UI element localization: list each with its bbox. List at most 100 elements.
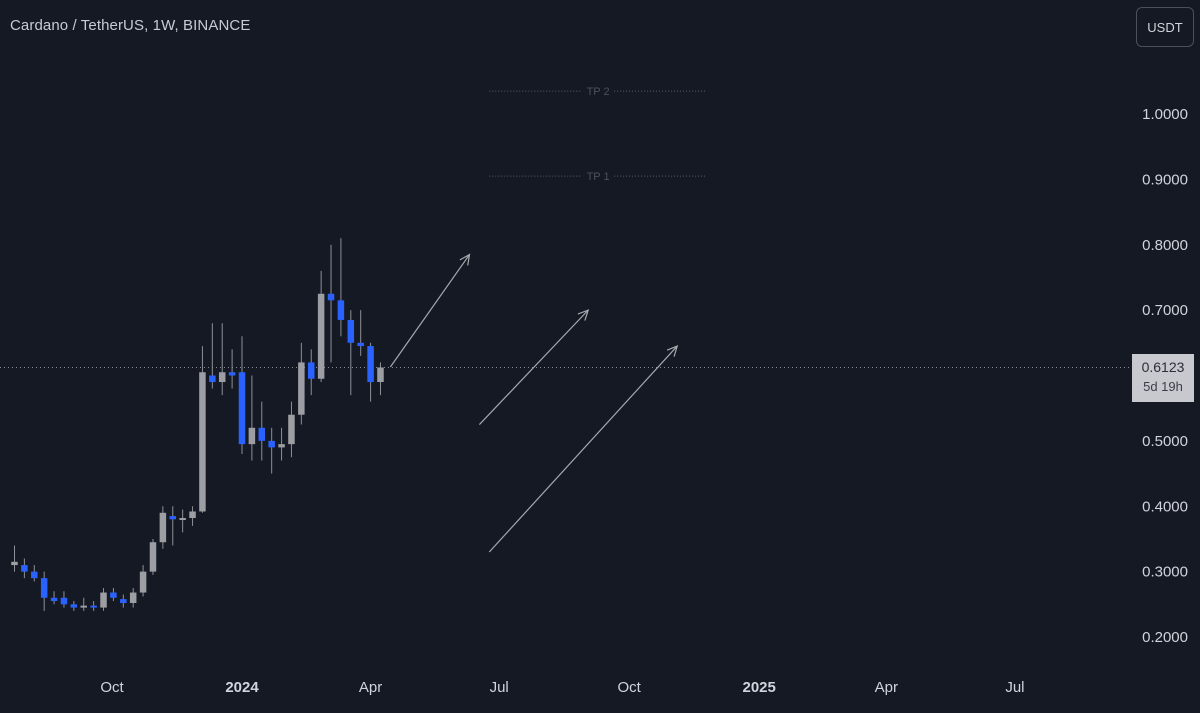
candle — [317, 270, 325, 383]
candle — [90, 601, 97, 611]
candle — [129, 587, 137, 608]
arrow-shaft — [389, 254, 470, 368]
candle — [70, 601, 78, 611]
candle — [31, 565, 38, 582]
arrow-shaft — [488, 345, 678, 553]
arrow-head — [459, 253, 471, 266]
candle-body — [80, 605, 87, 608]
candle — [80, 597, 87, 611]
candle-body — [209, 375, 216, 383]
y-tick-label: 0.2000 — [1142, 629, 1188, 646]
candle — [60, 591, 68, 608]
candle-body — [327, 293, 335, 301]
y-tick-label: 1.0000 — [1142, 106, 1188, 123]
candle — [268, 427, 275, 474]
currency-button[interactable]: USDT — [1136, 7, 1194, 47]
candle-body — [298, 362, 305, 415]
x-tick-label: Jul — [490, 679, 509, 696]
candle-body — [120, 599, 127, 604]
candle — [159, 506, 167, 549]
candle-body — [218, 372, 226, 383]
candle-body — [288, 414, 295, 445]
x-tick-label: Jul — [1005, 679, 1024, 696]
y-tick-label: 0.3000 — [1142, 564, 1188, 581]
candle-body — [110, 592, 117, 598]
level-label: TP 2 — [587, 86, 610, 98]
candle — [100, 587, 107, 611]
y-tick-label: 0.5000 — [1142, 433, 1188, 450]
candle — [21, 558, 28, 579]
candle — [149, 538, 157, 575]
candle — [357, 310, 364, 356]
candle — [50, 591, 58, 605]
y-tick-label: 0.8000 — [1142, 237, 1188, 254]
arrow-shaft — [478, 309, 589, 425]
candle — [347, 310, 355, 396]
y-tick-label: 0.4000 — [1142, 498, 1188, 515]
candle — [337, 238, 345, 337]
projection-arrow — [478, 309, 590, 425]
candle — [120, 594, 127, 608]
candle — [278, 427, 285, 461]
last-price-label: 0.6123 5d 19h — [1132, 354, 1194, 402]
x-tick-label: 2025 — [742, 679, 775, 696]
candle-body — [307, 362, 315, 379]
candle-body — [317, 293, 325, 379]
candle — [377, 362, 384, 396]
candle — [209, 323, 216, 389]
candle-body — [70, 604, 78, 608]
y-tick-label: 0.9000 — [1142, 171, 1188, 188]
bar-countdown: 5d 19h — [1143, 379, 1183, 394]
candle-body — [159, 512, 167, 543]
x-tick-label: Apr — [875, 679, 898, 696]
candle-body — [100, 592, 107, 608]
candle-body — [228, 372, 236, 376]
candle — [218, 323, 226, 396]
candle-body — [90, 605, 97, 608]
x-tick-label: Oct — [100, 679, 124, 696]
candle — [179, 509, 186, 533]
candle-body — [40, 578, 48, 598]
candle — [110, 587, 117, 602]
level-label: TP 1 — [587, 171, 610, 183]
candle-body — [199, 372, 206, 512]
candle — [327, 244, 335, 363]
candle-body — [50, 597, 58, 602]
candle — [189, 506, 196, 526]
last-price-value: 0.6123 — [1141, 359, 1185, 375]
candle — [307, 349, 315, 396]
candle — [238, 336, 246, 454]
projection-arrow — [389, 253, 471, 368]
candle-body — [149, 542, 157, 572]
candle-body — [377, 367, 384, 383]
candle-body — [179, 518, 186, 521]
candle-body — [189, 511, 196, 519]
candle-body — [31, 571, 38, 579]
x-tick-label: 2024 — [225, 679, 259, 696]
candle-body — [129, 592, 137, 604]
arrow-head — [666, 345, 679, 357]
candle-body — [248, 427, 256, 445]
candle — [199, 346, 206, 513]
candle — [11, 545, 18, 572]
candle-body — [347, 319, 355, 343]
candle-body — [11, 561, 18, 566]
candle-body — [268, 440, 275, 448]
candle — [139, 565, 147, 597]
candle — [248, 375, 256, 461]
candle-body — [21, 565, 28, 572]
candle — [228, 349, 236, 389]
x-tick-label: Oct — [618, 679, 642, 696]
candle-body — [139, 571, 147, 593]
candle — [40, 571, 48, 611]
x-tick-label: Apr — [359, 679, 382, 696]
candle-body — [278, 444, 285, 448]
symbol-title[interactable]: Cardano / TetherUS, 1W, BINANCE — [10, 17, 251, 34]
candle — [298, 342, 305, 425]
candle — [169, 506, 177, 546]
candle-body — [60, 597, 68, 605]
candle-body — [337, 300, 345, 320]
candle-body — [238, 372, 246, 445]
